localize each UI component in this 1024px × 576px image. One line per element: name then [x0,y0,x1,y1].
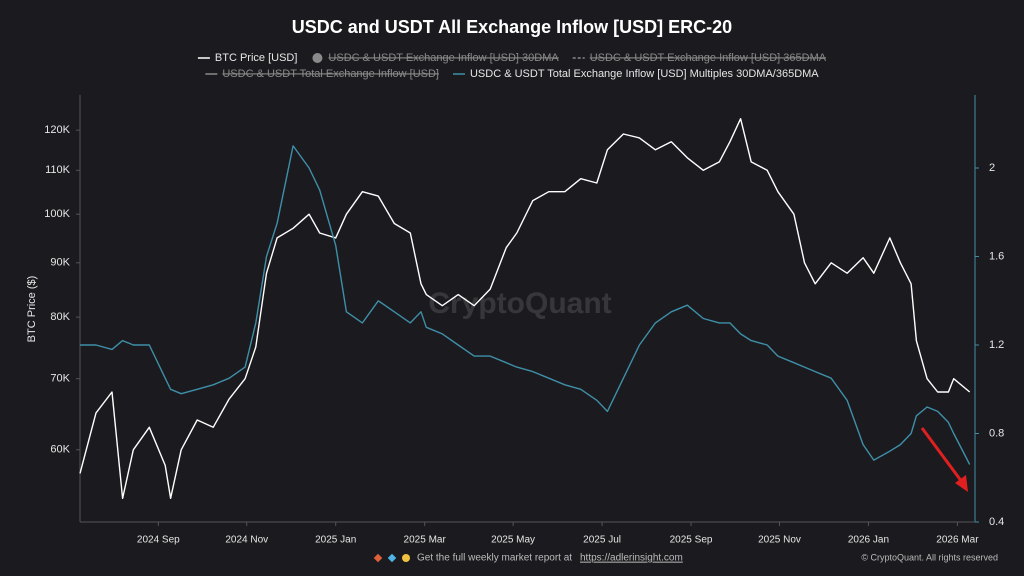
watermark: CryptoQuant [428,287,611,320]
y-tick-label: 70K [50,373,70,385]
footer-text: Get the full weekly market report at [417,553,572,564]
x-tick-label: 2025 Jan [315,535,356,546]
y-tick-label: 60K [50,444,70,456]
series-line [80,145,971,465]
y-axis-label: BTC Price ($) [26,276,38,343]
x-tick-label: 2024 Nov [225,535,268,546]
y-tick-label: 100K [44,208,70,220]
series-line [79,118,971,499]
y2-tick-label: 1.2 [989,339,1004,351]
x-tick-label: 2024 Sep [137,535,180,546]
chart-title: USDC and USDT All Exchange Inflow [USD] … [292,17,732,37]
icon [402,554,410,562]
y-tick-label: 110K [45,164,71,176]
legend-item: USDC & USDT Exchange Inflow [USD] 365DMA [572,52,827,64]
legend-item: BTC Price [USD] [197,52,298,64]
legend-label: USDC & USDT Exchange Inflow [USD] 365DMA [590,52,827,64]
y2-tick-label: 0.8 [989,427,1004,439]
x-tick-label: 2025 Nov [758,535,801,546]
y-tick-label: 80K [50,311,70,323]
y2-tick-label: 0.4 [989,516,1004,528]
copyright: © CryptoQuant. All rights reserved [861,552,998,562]
icon [373,553,383,563]
icon [387,553,397,563]
legend-item: USDC & USDT Exchange Inflow [USD] 30DMA [312,52,559,64]
x-tick-label: 2025 Jul [583,535,621,546]
legend-item: USDC & USDT Total Exchange Inflow [USD] … [452,68,819,80]
x-tick-label: 2026 Mar [936,535,979,546]
x-tick-label: 2025 Mar [404,535,447,546]
y-tick-label: 120K [44,124,70,136]
legend-label: USDC & USDT Exchange Inflow [USD] 30DMA [328,52,559,64]
legend-item: USDC & USDT Total Exchange Inflow [USD] [205,68,439,80]
y2-tick-label: 2 [989,162,995,174]
arrow [920,427,964,483]
legend-swatch [312,53,323,63]
x-tick-label: 2025 May [491,535,535,546]
footer-link[interactable]: https://adlerinsight.com [580,553,683,564]
x-tick-label: 2025 Sep [670,535,713,546]
legend-label: BTC Price [USD] [215,52,298,64]
y-tick-label: 90K [50,257,70,269]
legend-label: USDC & USDT Total Exchange Inflow [USD] [222,68,439,80]
y2-tick-label: 1.6 [989,250,1004,262]
x-tick-label: 2026 Jan [848,535,889,546]
arrow-head [955,475,968,492]
legend-label: USDC & USDT Total Exchange Inflow [USD] … [470,68,819,80]
